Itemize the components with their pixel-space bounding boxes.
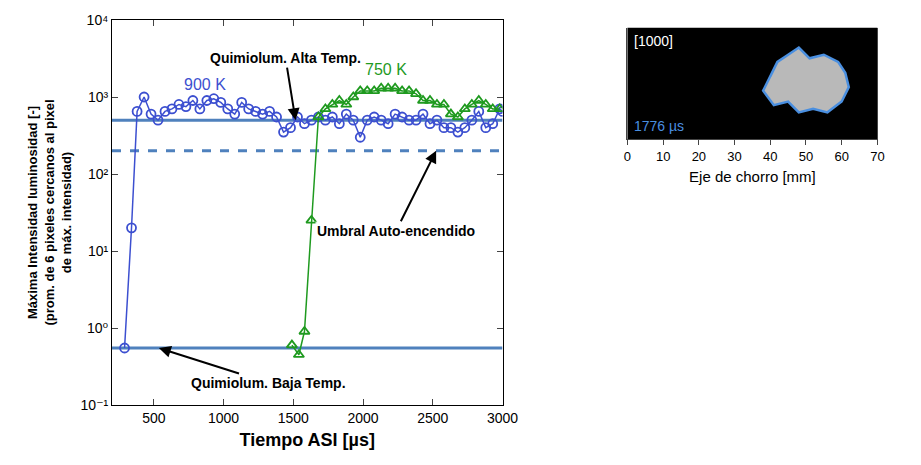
svg-text:70: 70 [870, 149, 884, 164]
svg-text:Eje de chorro [mm]: Eje de chorro [mm] [689, 168, 816, 185]
svg-text:750 K: 750 K [365, 61, 407, 78]
svg-text:0: 0 [624, 149, 631, 164]
svg-text:50: 50 [799, 149, 813, 164]
svg-text:10²: 10² [88, 166, 109, 182]
svg-text:20: 20 [692, 149, 706, 164]
svg-text:Quimiolum. Alta Temp.: Quimiolum. Alta Temp. [210, 50, 361, 66]
svg-text:2500: 2500 [417, 410, 448, 426]
svg-text:900 K: 900 K [184, 76, 226, 93]
svg-text:10⁰: 10⁰ [87, 320, 109, 336]
svg-text:1000: 1000 [208, 410, 239, 426]
svg-text:1500: 1500 [278, 410, 309, 426]
svg-text:10: 10 [656, 149, 670, 164]
svg-text:10¹: 10¹ [88, 243, 109, 259]
svg-text:30: 30 [727, 149, 741, 164]
svg-text:[1000]: [1000] [634, 33, 673, 49]
svg-text:10³: 10³ [88, 89, 109, 105]
svg-text:40: 40 [763, 149, 777, 164]
svg-text:500: 500 [142, 410, 166, 426]
svg-text:1776 µs: 1776 µs [634, 118, 684, 134]
svg-text:2000: 2000 [347, 410, 378, 426]
svg-text:10⁴: 10⁴ [87, 12, 109, 28]
svg-text:3000: 3000 [487, 410, 518, 426]
svg-text:Máxima Intensidad luminosidad: Máxima Intensidad luminosidad [-](prom. … [25, 99, 74, 325]
svg-text:Tiempo ASI [µs]: Tiempo ASI [µs] [240, 430, 375, 450]
svg-text:60: 60 [834, 149, 848, 164]
svg-text:Umbral Auto-encendido: Umbral Auto-encendido [317, 223, 475, 239]
svg-text:10⁻¹: 10⁻¹ [81, 397, 109, 413]
svg-text:Quimiolum. Baja Temp.: Quimiolum. Baja Temp. [191, 375, 346, 391]
